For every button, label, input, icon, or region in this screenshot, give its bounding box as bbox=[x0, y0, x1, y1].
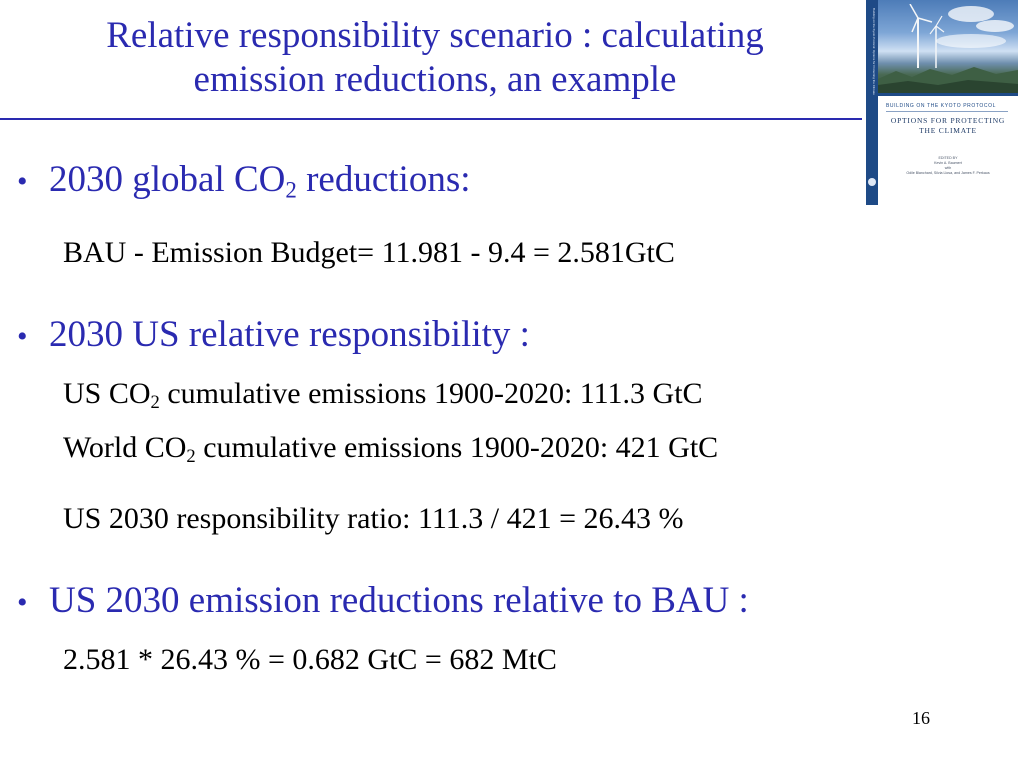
bullet-text: 2030 US relative responsibility : bbox=[49, 314, 530, 355]
bullet-text: 2030 global CO2 reductions: bbox=[49, 159, 471, 203]
bullet-us-reductions: • US 2030 emission reductions relative t… bbox=[17, 579, 749, 622]
book-cover-image: Building on the Kyoto Protocol: Options … bbox=[866, 0, 1018, 205]
cover-band bbox=[878, 93, 1018, 96]
bau-budget-line: BAU - Emission Budget= 11.981 - 9.4 = 2.… bbox=[63, 236, 675, 269]
book-spine-text: Building on the Kyoto Protocol: Options … bbox=[872, 8, 875, 95]
mountain-icon bbox=[878, 67, 1018, 93]
us-cumulative-line: US CO2 cumulative emissions 1900-2020: 1… bbox=[63, 377, 703, 414]
publisher-logo-icon bbox=[868, 178, 876, 186]
responsibility-ratio-line: US 2030 responsibility ratio: 111.3 / 42… bbox=[63, 502, 684, 535]
bullet-us-responsibility: • 2030 US relative responsibility : bbox=[17, 313, 530, 356]
book-credit-edited: EDITED BY bbox=[938, 156, 958, 160]
us-reduction-result-line: 2.581 * 26.43 % = 0.682 GtC = 682 MtC bbox=[63, 643, 557, 676]
book-credit-with: with bbox=[944, 166, 952, 170]
book-title-line-2: THE CLIMATE bbox=[919, 126, 977, 135]
bullet-marker: • bbox=[17, 320, 28, 353]
book-credit-editors-2: Odile Blanchard, Silvia Llosa, and James… bbox=[906, 171, 990, 175]
book-title-line-1: OPTIONS FOR PROTECTING bbox=[890, 116, 1006, 125]
book-spine: Building on the Kyoto Protocol: Options … bbox=[866, 0, 878, 205]
page-number: 16 bbox=[912, 708, 930, 728]
cover-divider bbox=[886, 111, 1008, 112]
wind-turbine-photo bbox=[878, 0, 1018, 93]
slide-title: Relative responsibility scenario : calcu… bbox=[0, 14, 870, 102]
title-line-1: Relative responsibility scenario : calcu… bbox=[106, 15, 764, 56]
world-cumulative-line: World CO2 cumulative emissions 1900-2020… bbox=[63, 431, 719, 468]
wind-turbine-icon bbox=[909, 4, 945, 68]
bullet-text: US 2030 emission reductions relative to … bbox=[49, 580, 749, 621]
book-title: OPTIONS FOR PROTECTING THE CLIMATE bbox=[878, 116, 1018, 136]
title-line-2: emission reductions, an example bbox=[193, 59, 677, 100]
bullet-marker: • bbox=[17, 165, 28, 198]
book-credit-editors-1: Kevin A. Baumert bbox=[934, 161, 962, 165]
title-divider bbox=[0, 118, 862, 120]
book-credits: EDITED BY Kevin A. Baumert with Odile Bl… bbox=[878, 156, 1018, 176]
book-series: BUILDING ON THE KYOTO PROTOCOL bbox=[886, 103, 996, 109]
bullet-global-reductions: • 2030 global CO2 reductions: bbox=[17, 158, 471, 201]
bullet-marker: • bbox=[17, 586, 28, 619]
